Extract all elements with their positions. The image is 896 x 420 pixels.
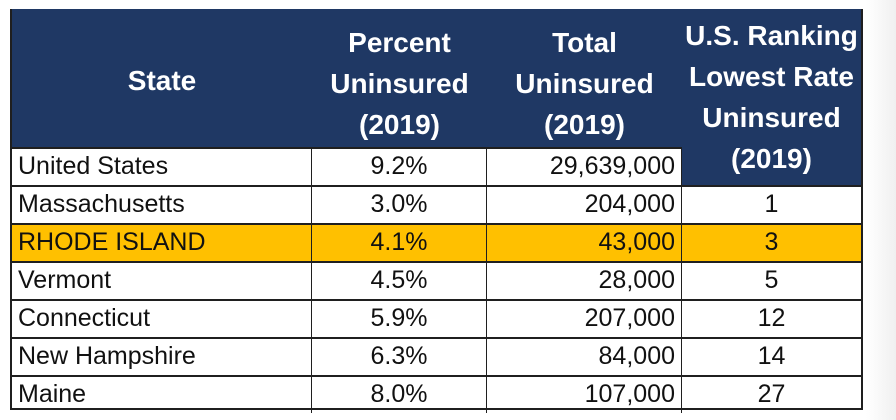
- rank-cell: 27: [757, 380, 786, 408]
- total-cell: 207,000: [487, 299, 682, 337]
- percent-cell: 9.2%: [312, 147, 487, 185]
- total-cell: 107,000: [487, 375, 682, 413]
- row-divider: [12, 223, 861, 225]
- header-rank-line-2: Lowest Rate: [689, 61, 854, 92]
- rank-cell: 12: [757, 304, 786, 332]
- header-percent-uninsured: Percent Uninsured (2019): [312, 9, 487, 147]
- total-cell: 204,000: [487, 185, 682, 223]
- percent-cell: 5.9%: [312, 299, 487, 337]
- percent-cell: 4.5%: [312, 261, 487, 299]
- state-cell: RHODE ISLAND: [12, 223, 312, 261]
- header-us-ranking: U.S. Ranking Lowest Rate Uninsured (2019…: [682, 9, 861, 185]
- uninsured-table: State Percent Uninsured (2019) Total Uni…: [10, 9, 863, 413]
- header-percent-line-1: Percent: [348, 27, 451, 58]
- header-rank-line-3: Uninsured: [702, 102, 841, 133]
- header-total-uninsured: Total Uninsured (2019): [487, 9, 682, 147]
- total-cell: 43,000: [487, 223, 682, 261]
- header-percent-line-3: (2019): [359, 109, 440, 140]
- header-total-line-1: Total: [552, 27, 617, 58]
- rank-cell: 1: [764, 190, 779, 218]
- rank-cell: 14: [757, 342, 786, 370]
- row-divider: [12, 337, 861, 339]
- total-cell: 29,639,000: [487, 147, 682, 185]
- row-divider: [12, 185, 861, 187]
- state-cell: Massachusetts: [12, 185, 312, 223]
- header-state: State: [12, 9, 312, 147]
- state-cell: Connecticut: [12, 299, 312, 337]
- row-divider: [12, 299, 861, 301]
- total-cell: 84,000: [487, 337, 682, 375]
- header-total-line-2: Uninsured: [515, 68, 654, 99]
- row-divider: [12, 147, 682, 149]
- total-cell: 28,000: [487, 261, 682, 299]
- header-percent-line-2: Uninsured: [330, 68, 469, 99]
- header-state-label: State: [127, 64, 197, 96]
- row-divider: [12, 261, 861, 263]
- table-row: New Hampshire 6.3% 84,000 14: [12, 337, 861, 375]
- state-cell: Maine: [12, 375, 312, 413]
- table-row: Massachusetts 3.0% 204,000 1: [12, 185, 861, 223]
- percent-cell: 3.0%: [312, 185, 487, 223]
- rank-cell: 5: [764, 266, 779, 294]
- percent-cell: 6.3%: [312, 337, 487, 375]
- header-rank-line-4: (2019): [731, 143, 812, 174]
- rank-cell: 3: [764, 228, 779, 256]
- table-row: Maine 8.0% 107,000 27: [12, 375, 861, 413]
- percent-cell: 4.1%: [312, 223, 487, 261]
- page-edge: [866, 0, 896, 420]
- state-cell: New Hampshire: [12, 337, 312, 375]
- table-row: Vermont 4.5% 28,000 5: [12, 261, 861, 299]
- state-cell: Vermont: [12, 261, 312, 299]
- table-row: Connecticut 5.9% 207,000 12: [12, 299, 861, 337]
- header-total-line-3: (2019): [544, 109, 625, 140]
- percent-cell: 8.0%: [312, 375, 487, 413]
- table-row-highlighted: RHODE ISLAND 4.1% 43,000 3: [12, 223, 861, 261]
- header-rank-line-1: U.S. Ranking: [685, 20, 858, 51]
- row-divider: [12, 375, 861, 377]
- state-cell: United States: [12, 147, 312, 185]
- table-row: United States 9.2% 29,639,000: [12, 147, 861, 185]
